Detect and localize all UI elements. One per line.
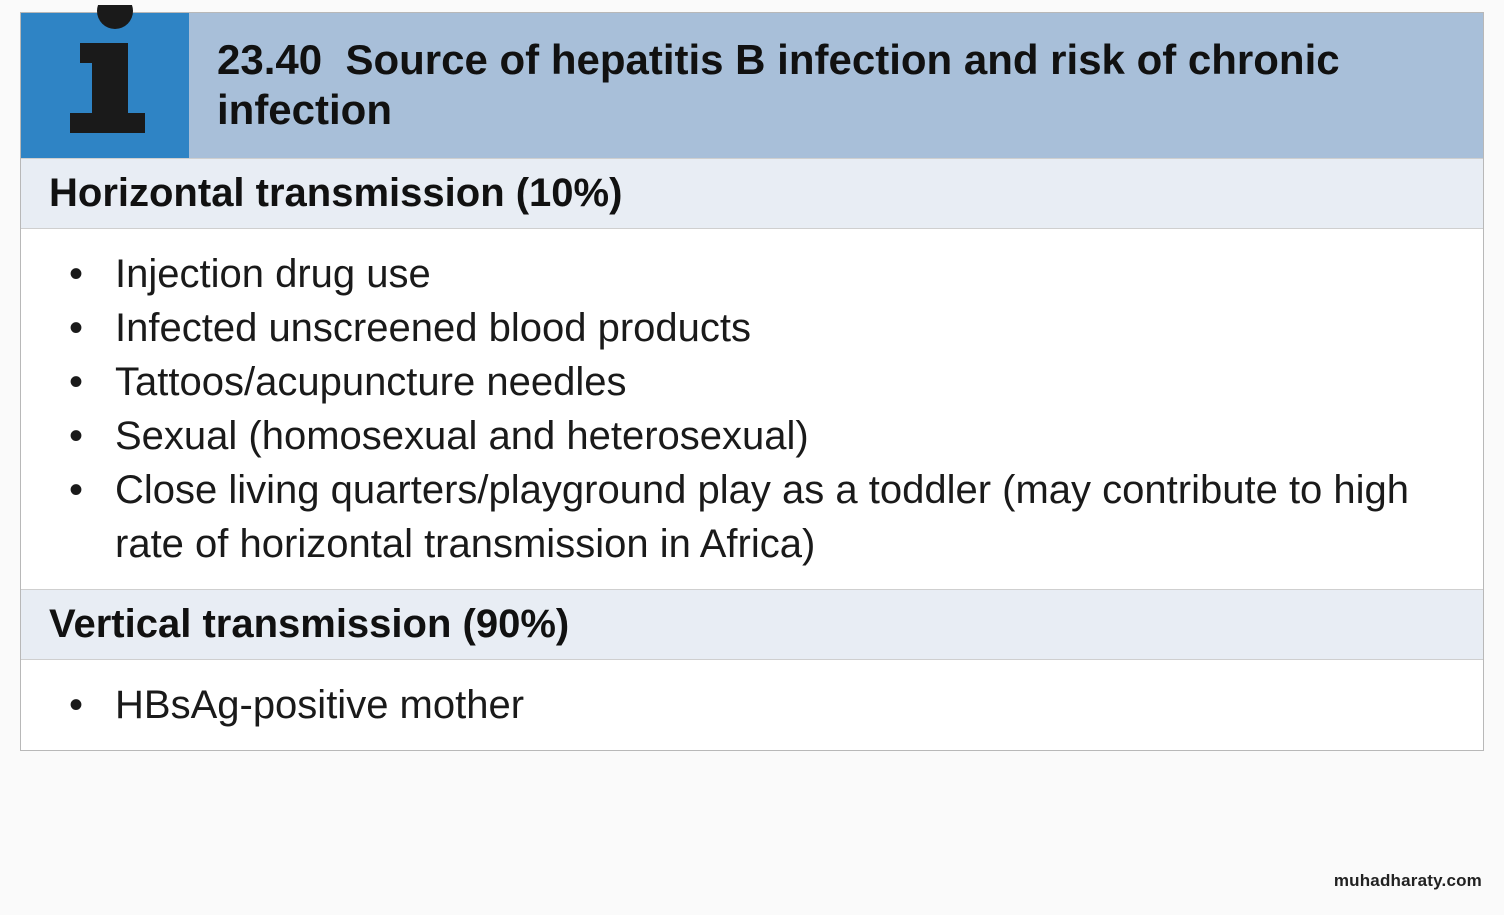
section-body-1: HBsAg-positive mother: [21, 659, 1483, 750]
list-item: Sexual (homosexual and heterosexual): [61, 409, 1455, 463]
box-number: 23.40: [217, 36, 322, 83]
list-item: Tattoos/acupuncture needles: [61, 355, 1455, 409]
section-header-1: Vertical transmission (90%): [21, 589, 1483, 659]
list-item: HBsAg-positive mother: [61, 678, 1455, 732]
box-title-text: Source of hepatitis B infection and risk…: [217, 36, 1340, 133]
list-item: Infected unscreened blood products: [61, 301, 1455, 355]
item-list-1: HBsAg-positive mother: [61, 678, 1455, 732]
section-body-0: Injection drug use Infected unscreened b…: [21, 228, 1483, 589]
info-icon: [50, 5, 160, 135]
box-header: 23.40 Source of hepatitis B infection an…: [21, 13, 1483, 158]
info-box: 23.40 Source of hepatitis B infection an…: [20, 12, 1484, 751]
list-item: Close living quarters/playground play as…: [61, 463, 1455, 571]
section-header-0: Horizontal transmission (10%): [21, 158, 1483, 228]
list-item: Injection drug use: [61, 247, 1455, 301]
watermark: muhadharaty.com: [1334, 871, 1482, 891]
info-icon-cell: [21, 13, 189, 158]
box-title: 23.40 Source of hepatitis B infection an…: [189, 13, 1483, 158]
item-list-0: Injection drug use Infected unscreened b…: [61, 247, 1455, 571]
